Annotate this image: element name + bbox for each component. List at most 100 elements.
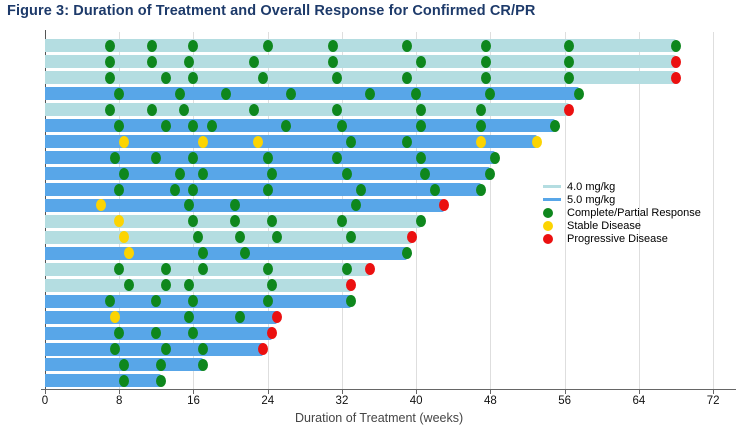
response-dot-cr (160, 263, 171, 276)
response-dot-cr (267, 279, 278, 292)
x-tick-mark (564, 390, 566, 394)
x-axis-line (41, 389, 736, 390)
x-tick-mark (119, 390, 121, 394)
response-dot-sd (118, 231, 129, 244)
response-dot-pd (439, 199, 450, 212)
patient-bar (45, 87, 579, 101)
x-tick-label: 72 (706, 395, 720, 407)
response-dot-sd (123, 247, 134, 260)
patient-bar (45, 278, 352, 292)
patient-bar (45, 342, 264, 356)
response-dot-pd (258, 343, 269, 356)
response-dot-cr (429, 183, 440, 196)
response-dot-cr (160, 279, 171, 292)
response-dot-cr (332, 103, 343, 116)
patient-bar (45, 71, 677, 85)
response-dot-cr (188, 151, 199, 164)
response-dot-cr (364, 87, 375, 100)
response-dot-cr (346, 295, 357, 308)
patient-bar (45, 230, 412, 244)
response-dot-cr (104, 39, 115, 52)
response-dot-cr (485, 87, 496, 100)
x-tick-mark (267, 390, 269, 394)
response-dot-cr (146, 103, 157, 116)
response-dot-cr (415, 151, 426, 164)
patient-bar (45, 310, 277, 324)
response-dot-cr (156, 374, 166, 387)
legend-dot-swatch (543, 233, 563, 244)
response-dot-pd (671, 55, 682, 68)
response-dot-cr (341, 167, 352, 180)
response-dot-cr (480, 39, 491, 52)
response-dot-cr (104, 295, 115, 308)
response-dot-cr (564, 71, 575, 84)
response-dot-cr (485, 167, 496, 180)
response-dot-cr (123, 279, 134, 292)
response-dot-cr (350, 199, 361, 212)
response-dot-cr (114, 119, 125, 132)
response-dot-cr (197, 263, 208, 276)
response-dot-cr (160, 343, 171, 356)
x-tick-mark (638, 390, 640, 394)
response-dot-cr (146, 39, 157, 52)
response-dot-cr (346, 231, 357, 244)
response-dot-cr (104, 71, 115, 84)
response-dot-cr (480, 55, 491, 68)
response-dot-cr (188, 295, 199, 308)
response-dot-cr (341, 263, 352, 276)
patient-bar (45, 294, 352, 308)
response-dot-sd (109, 311, 120, 324)
response-dot-cr (197, 358, 208, 371)
legend-label: 4.0 mg/kg (567, 180, 616, 193)
response-dot-cr (332, 151, 343, 164)
x-tick-label: 32 (335, 395, 349, 407)
response-dot-cr (272, 231, 282, 244)
response-dot-sd (253, 135, 264, 148)
response-dot-cr (151, 151, 162, 164)
patient-bar (45, 374, 161, 388)
x-axis-title: Duration of Treatment (weeks) (295, 411, 464, 425)
response-dot-cr (151, 327, 162, 340)
figure-title: Figure 3: Duration of Treatment and Over… (7, 3, 536, 19)
legend-line-swatch (543, 197, 563, 202)
legend-dot-swatch (543, 220, 563, 231)
response-dot-sd (118, 135, 129, 148)
gridline (638, 32, 640, 389)
response-dot-cr (248, 103, 259, 116)
response-dot-cr (183, 55, 194, 68)
response-dot-cr (415, 215, 426, 228)
legend: 4.0 mg/kg 5.0 mg/kg Complete/Partial Respo… (543, 180, 701, 245)
x-tick-mark (45, 390, 46, 394)
response-dot-cr (573, 87, 584, 100)
legend-label: Progressive Disease (567, 232, 668, 245)
response-dot-cr (118, 167, 129, 180)
response-dot-cr (550, 119, 561, 132)
x-tick-mark (341, 390, 343, 394)
response-dot-cr (476, 103, 487, 116)
response-dot-cr (336, 119, 347, 132)
response-dot-sd (197, 135, 208, 148)
patient-bar (45, 39, 677, 53)
response-dot-cr (156, 358, 166, 371)
x-tick-mark (193, 390, 195, 394)
response-dot-cr (490, 151, 501, 164)
x-tick-label: 56 (558, 395, 572, 407)
response-dot-cr (564, 39, 575, 52)
x-tick-label: 24 (261, 395, 275, 407)
response-dot-cr (188, 327, 199, 340)
response-dot-cr (104, 55, 115, 68)
response-dot-pd (671, 71, 682, 84)
response-dot-cr (114, 327, 125, 340)
response-dot-cr (411, 87, 422, 100)
response-dot-cr (415, 55, 426, 68)
x-tick-mark (490, 390, 492, 394)
response-dot-cr (401, 39, 412, 52)
response-dot-cr (174, 167, 185, 180)
legend-item: Stable Disease (543, 219, 701, 232)
response-dot-cr (179, 103, 190, 116)
response-dot-pd (346, 279, 357, 292)
legend-line-swatch (543, 184, 563, 189)
patient-bar (45, 246, 407, 260)
response-dot-pd (564, 103, 575, 116)
